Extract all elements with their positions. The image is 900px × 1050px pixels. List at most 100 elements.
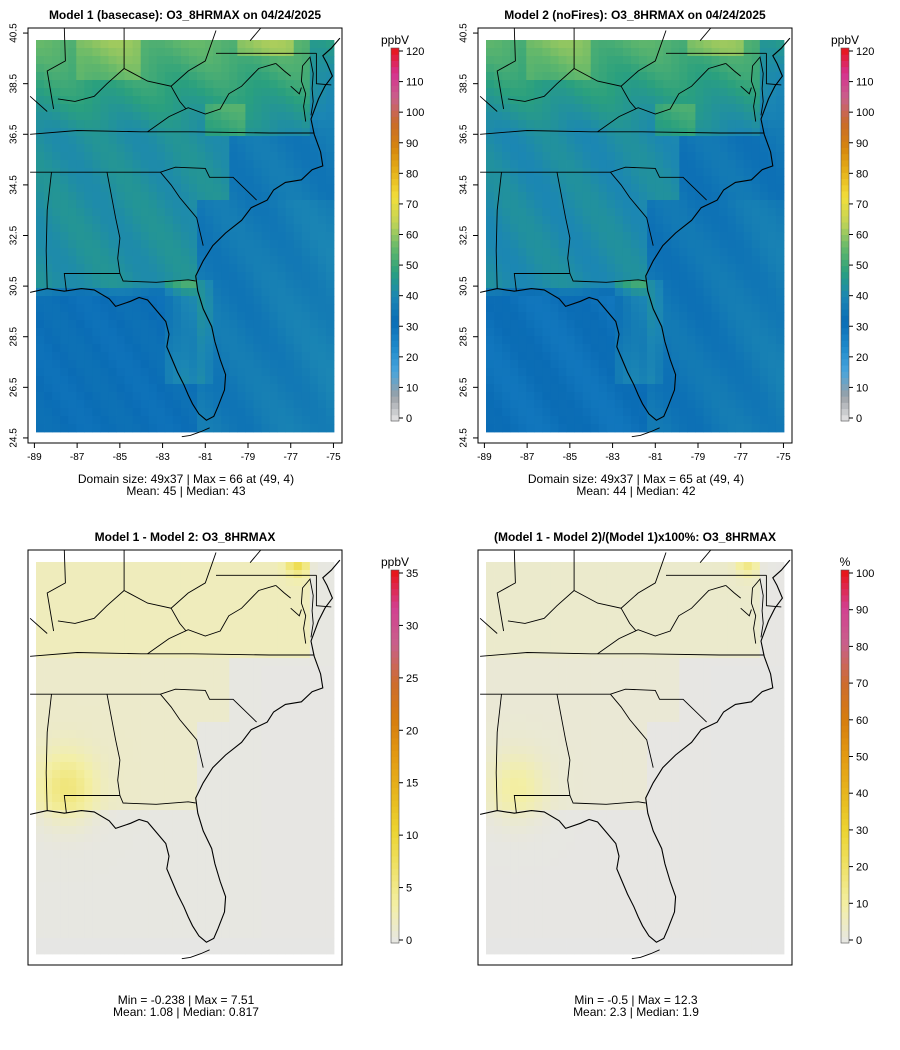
grid-cell — [205, 192, 213, 200]
grid-cell — [671, 336, 679, 344]
y-tick-label: 34.5 — [9, 175, 20, 195]
grid-cell — [607, 240, 615, 248]
colorbar-segment — [841, 116, 849, 123]
grid-cell — [117, 120, 125, 128]
grid-cell — [534, 160, 542, 168]
grid-cell — [117, 682, 125, 690]
grid-cell — [60, 682, 68, 690]
grid-cell — [663, 272, 671, 280]
grid-cell — [550, 200, 558, 208]
grid-cell — [213, 152, 221, 160]
grid-cell — [502, 224, 510, 232]
grid-cell — [213, 594, 221, 602]
grid-cell — [326, 642, 334, 650]
grid-cell — [149, 240, 157, 248]
grid-cell — [141, 240, 149, 248]
grid-cell — [326, 626, 334, 634]
grid-cell — [760, 368, 768, 376]
grid-cell — [534, 48, 542, 56]
grid-cell — [615, 232, 623, 240]
grid-cell — [76, 208, 84, 216]
grid-cell — [44, 296, 52, 304]
grid-cell — [44, 320, 52, 328]
grid-cell — [68, 570, 76, 578]
grid-cell — [253, 408, 261, 416]
grid-cell — [213, 730, 221, 738]
grid-cell — [575, 328, 583, 336]
grid-cell — [736, 192, 744, 200]
grid-cell — [310, 344, 318, 352]
grid-cell — [486, 200, 494, 208]
grid-cell — [728, 336, 736, 344]
grid-cell — [253, 400, 261, 408]
grid-cell — [655, 360, 663, 368]
grid-cell — [197, 48, 205, 56]
grid-cell — [744, 424, 752, 432]
grid-cell — [326, 248, 334, 256]
grid-cell — [534, 208, 542, 216]
grid-cell — [542, 56, 550, 64]
grid-cell — [173, 746, 181, 754]
colorbar-segment — [391, 353, 399, 360]
grid-cell — [133, 762, 141, 770]
grid-cell — [245, 176, 253, 184]
grid-cell — [262, 618, 270, 626]
grid-cell — [286, 714, 294, 722]
grid-cell — [663, 296, 671, 304]
grid-cell — [591, 224, 599, 232]
grid-cell — [165, 562, 173, 570]
grid-cell — [326, 120, 334, 128]
grid-cell — [44, 730, 52, 738]
grid-cell — [294, 682, 302, 690]
grid-cell — [768, 72, 776, 80]
grid-cell — [133, 144, 141, 152]
grid-cell — [253, 770, 261, 778]
grid-cell — [647, 48, 655, 56]
grid-cell — [631, 256, 639, 264]
grid-cell — [253, 424, 261, 432]
grid-cell — [141, 288, 149, 296]
grid-cell — [712, 152, 720, 160]
grid-cell — [679, 304, 687, 312]
grid-cell — [68, 762, 76, 770]
grid-cell — [550, 408, 558, 416]
grid-cell — [181, 136, 189, 144]
grid-cell — [534, 320, 542, 328]
grid-cell — [294, 96, 302, 104]
grid-cell — [173, 120, 181, 128]
grid-cell — [84, 88, 92, 96]
grid-cell — [526, 152, 534, 160]
grid-cell — [84, 256, 92, 264]
grid-cell — [575, 248, 583, 256]
grid-cell — [149, 104, 157, 112]
grid-cell — [221, 344, 229, 352]
grid-cell — [326, 272, 334, 280]
colorbar-segment — [841, 67, 849, 74]
grid-cell — [776, 96, 784, 104]
grid-cell — [302, 280, 310, 288]
grid-cell — [712, 248, 720, 256]
grid-cell — [52, 40, 60, 48]
grid-cell — [663, 112, 671, 120]
grid-cell — [133, 610, 141, 618]
grid-cell — [302, 104, 310, 112]
grid-cell — [615, 248, 623, 256]
grid-cell — [736, 112, 744, 120]
grid-cell — [712, 136, 720, 144]
grid-cell — [623, 184, 631, 192]
colorbar-segment — [391, 259, 399, 266]
grid-cell — [68, 256, 76, 264]
grid-cell — [173, 144, 181, 152]
grid-cell — [117, 344, 125, 352]
grid-cell — [567, 368, 575, 376]
grid-cell — [302, 762, 310, 770]
grid-cell — [253, 216, 261, 224]
grid-cell — [117, 184, 125, 192]
grid-cell — [744, 280, 752, 288]
grid-cell — [213, 578, 221, 586]
grid-cell — [526, 400, 534, 408]
grid-cell — [728, 296, 736, 304]
grid-cell — [229, 208, 237, 216]
